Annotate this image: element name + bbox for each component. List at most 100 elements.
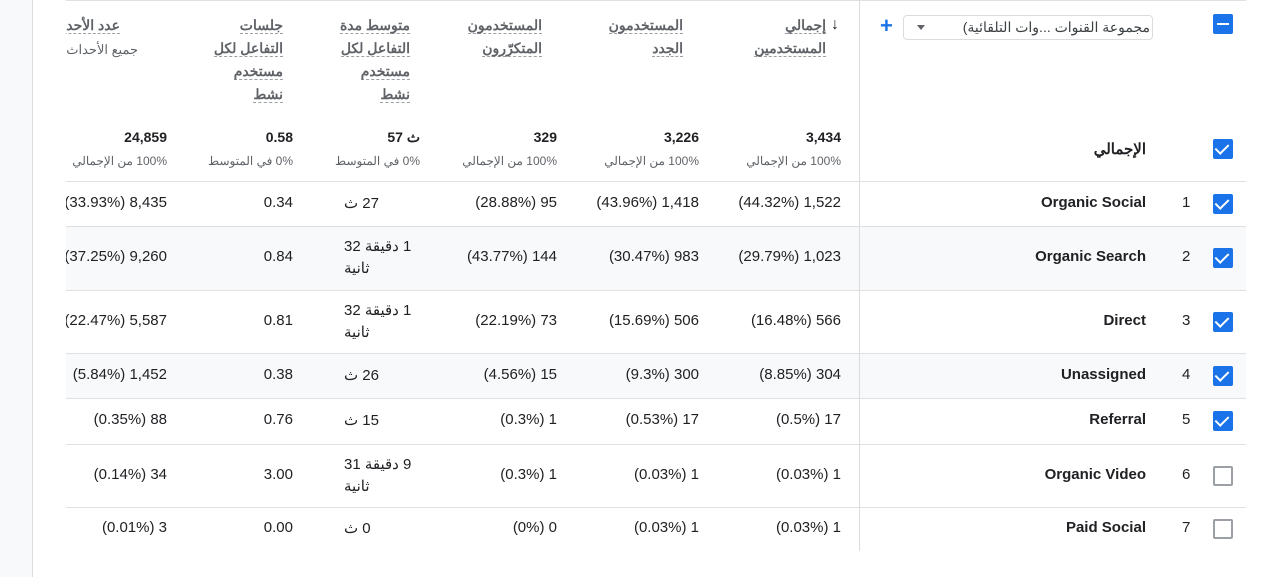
metric-cell: (44.32%) 1,522 <box>738 193 841 211</box>
totals-checkbox[interactable] <box>1213 139 1233 159</box>
column-header-text: المستخدمون <box>467 17 542 34</box>
metric-cell: (0.3%) 1 <box>500 465 557 483</box>
row-checkbox[interactable] <box>1213 519 1233 539</box>
row-checkbox[interactable] <box>1213 465 1233 486</box>
channel-name[interactable]: Organic Video <box>1044 465 1146 483</box>
column-header-line: مستخدم <box>153 60 283 83</box>
column-header-engaged-sessions[interactable]: جلسات التفاعل لكل مستخدم نشط <box>153 14 283 106</box>
column-header-text: المستخدمون <box>608 17 683 34</box>
metric-cell: (29.79%) 1,023 <box>738 248 841 265</box>
column-header-text: المستخدمين <box>754 40 826 57</box>
metric-cell: 9 دقيقة 31 ثانية <box>344 455 412 495</box>
totals-note: 100% من الإجمالي <box>72 154 167 168</box>
column-header-text: جلسات <box>239 17 283 34</box>
metric-cell: 1 دقيقة 32 ثانية <box>344 238 412 277</box>
column-header-new-users[interactable]: المستخدمون الجدد <box>553 14 683 60</box>
row-checkbox[interactable] <box>1213 193 1233 214</box>
column-header-line: المتكرّرون <box>412 37 542 60</box>
row-checkbox[interactable] <box>1213 248 1233 268</box>
report-table: مجموعة القنوات ...وات التلقائية) + إجمالي ا… <box>66 0 1246 551</box>
metric-cell: (22.47%) 5,587 <box>66 311 167 329</box>
row-divider <box>66 444 1246 445</box>
column-header-text: نشط <box>380 86 410 103</box>
metric-cell: 0.38 <box>263 365 293 383</box>
channel-name[interactable]: Organic Social <box>1040 193 1146 211</box>
metric-cell: (5.84%) 1,452 <box>72 365 167 383</box>
column-header-returning-users[interactable]: المستخدمون المتكرّرون <box>412 14 542 60</box>
dimension-dropdown[interactable] <box>903 15 1153 40</box>
metric-cell: (37.25%) 9,260 <box>66 248 167 265</box>
column-header-event-count-sub: جميع الأحداث <box>66 42 138 57</box>
metric-cell: (0.14%) 34 <box>93 465 167 483</box>
metric-cell: (16.48%) 566 <box>750 311 841 329</box>
metric-cell: 1 دقيقة 32 ثانية <box>344 301 412 341</box>
metric-cell: 0.00 <box>263 519 293 536</box>
row-divider <box>66 181 1246 182</box>
metric-cell: (8.85%) 304 <box>759 365 841 383</box>
column-header-line: نشط <box>153 83 283 106</box>
totals-label: الإجمالي <box>1093 141 1146 158</box>
totals-note: 0% في المتوسط <box>335 154 420 168</box>
metric-cell: 0.76 <box>263 411 293 428</box>
column-header-line: جلسات <box>153 14 283 37</box>
column-header-event-count[interactable]: عدد الأحداث <box>66 14 120 37</box>
column-header-text: مستخدم <box>360 63 410 80</box>
row-divider <box>66 353 1246 354</box>
metric-cell: (0.5%) 17 <box>775 411 841 428</box>
metric-cell: (0.03%) 1 <box>633 519 699 536</box>
row-checkbox[interactable] <box>1213 365 1233 386</box>
totals-note: 100% من الإجمالي <box>462 154 557 168</box>
totals-note: 0% في المتوسط <box>208 154 293 168</box>
row-index: 2 <box>1182 248 1191 265</box>
metric-cell: 27 ث <box>344 194 379 212</box>
column-header-text: متوسط مدة <box>339 17 410 34</box>
metric-cell: (9.3%) 300 <box>625 365 699 383</box>
metric-cell: (0.3%) 1 <box>500 411 557 428</box>
totals-value: 3,226 <box>663 129 699 145</box>
column-header-line: المستخدمون <box>553 14 683 37</box>
channel-name[interactable]: Unassigned <box>1060 365 1146 383</box>
column-header-text: الجدد <box>652 40 683 57</box>
row-divider <box>66 290 1246 291</box>
metric-cell: (43.77%) 144 <box>466 248 557 265</box>
row-checkbox[interactable] <box>1213 411 1233 431</box>
row-index: 7 <box>1182 519 1191 536</box>
column-header-line: مستخدم <box>280 60 410 83</box>
row-background <box>66 353 1246 398</box>
metric-cell: (22.19%) 73 <box>475 311 557 329</box>
metric-cell: (0.53%) 17 <box>625 411 699 428</box>
select-all-checkbox[interactable] <box>1213 14 1233 34</box>
metric-cell: (0.03%) 1 <box>775 519 841 536</box>
channel-name[interactable]: Direct <box>1103 311 1146 329</box>
header-top-divider <box>66 0 1246 1</box>
metric-cell: (15.69%) 506 <box>608 311 699 329</box>
add-dimension-button[interactable]: + <box>880 13 893 38</box>
column-header-line: التفاعل لكل <box>280 37 410 60</box>
sort-arrow-down-icon[interactable]: ↓ <box>831 16 839 33</box>
row-index: 3 <box>1182 311 1191 329</box>
metric-cell: 3.00 <box>263 465 293 483</box>
row-checkbox[interactable] <box>1213 311 1233 332</box>
column-header-text: إجمالي <box>785 17 826 34</box>
column-header-total-users[interactable]: إجمالي المستخدمين <box>696 14 826 60</box>
metric-cell: (30.47%) 983 <box>608 248 699 265</box>
caret-down-icon <box>917 25 925 30</box>
row-index: 6 <box>1182 465 1191 483</box>
row-divider <box>66 398 1246 399</box>
column-header-avg-engagement[interactable]: متوسط مدة التفاعل لكل مستخدم نشط <box>280 14 410 106</box>
minus-icon <box>1217 23 1229 25</box>
metric-cell: (0.35%) 88 <box>93 411 167 428</box>
channel-name[interactable]: Referral <box>1089 411 1146 428</box>
dimension-dropdown-label: مجموعة القنوات ...وات التلقائية) <box>962 19 1150 35</box>
column-header-line: المستخدمون <box>412 14 542 37</box>
channel-name[interactable]: Paid Social <box>1065 519 1146 536</box>
metric-cell: (28.88%) 95 <box>475 193 557 211</box>
metric-cell: (0.03%) 1 <box>633 465 699 483</box>
channel-name[interactable]: Organic Search <box>1035 248 1146 265</box>
column-header-line: نشط <box>280 83 410 106</box>
column-header-line: المستخدمين <box>696 37 826 60</box>
metric-cell: (4.56%) 15 <box>483 365 557 383</box>
metric-cell: 0.34 <box>263 193 293 211</box>
column-header-text: التفاعل لكل <box>340 40 410 57</box>
